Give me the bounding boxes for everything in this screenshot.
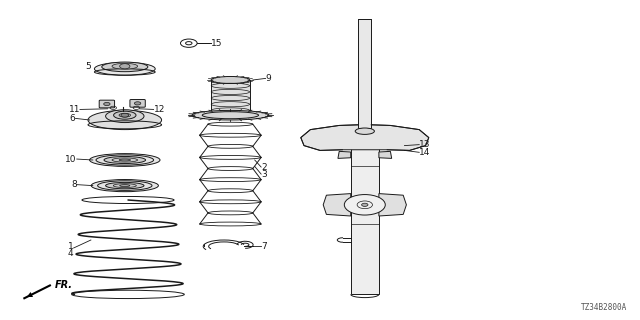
Ellipse shape [112,63,138,69]
Text: 6: 6 [70,114,76,123]
Text: TZ34B2800A: TZ34B2800A [581,303,627,312]
Ellipse shape [90,154,160,166]
Text: 15: 15 [211,39,223,48]
FancyBboxPatch shape [99,100,115,108]
Ellipse shape [355,128,374,134]
Text: 2: 2 [261,163,267,172]
Text: 9: 9 [266,74,271,83]
Polygon shape [301,125,429,150]
Circle shape [121,113,129,117]
Ellipse shape [88,110,162,130]
Text: 3: 3 [261,170,267,179]
Text: 8: 8 [71,180,77,189]
Ellipse shape [119,159,131,161]
Polygon shape [323,194,351,216]
Circle shape [134,102,141,105]
Text: 12: 12 [154,105,165,114]
Text: FR.: FR. [55,280,73,291]
FancyBboxPatch shape [130,100,145,107]
Circle shape [362,203,368,206]
Ellipse shape [95,62,156,75]
Ellipse shape [106,110,144,123]
Ellipse shape [192,110,269,120]
Text: 5: 5 [86,62,92,71]
Ellipse shape [211,76,250,84]
Circle shape [104,102,110,106]
Bar [351,131,379,294]
Bar [358,19,371,128]
Text: 1: 1 [68,242,74,251]
Circle shape [120,64,130,69]
Polygon shape [338,151,351,158]
Text: 14: 14 [419,148,431,157]
Ellipse shape [106,182,144,189]
Text: 4: 4 [68,249,74,258]
Polygon shape [379,194,406,216]
Text: 10: 10 [65,155,77,164]
Polygon shape [379,151,392,158]
Bar [211,80,250,115]
Circle shape [344,195,385,215]
Ellipse shape [104,156,146,164]
Ellipse shape [120,185,130,187]
Ellipse shape [92,180,159,192]
Ellipse shape [102,62,148,72]
Text: 11: 11 [68,105,80,114]
Text: 7: 7 [261,242,267,251]
Ellipse shape [114,111,136,119]
Text: 13: 13 [419,140,431,149]
Ellipse shape [119,113,131,117]
